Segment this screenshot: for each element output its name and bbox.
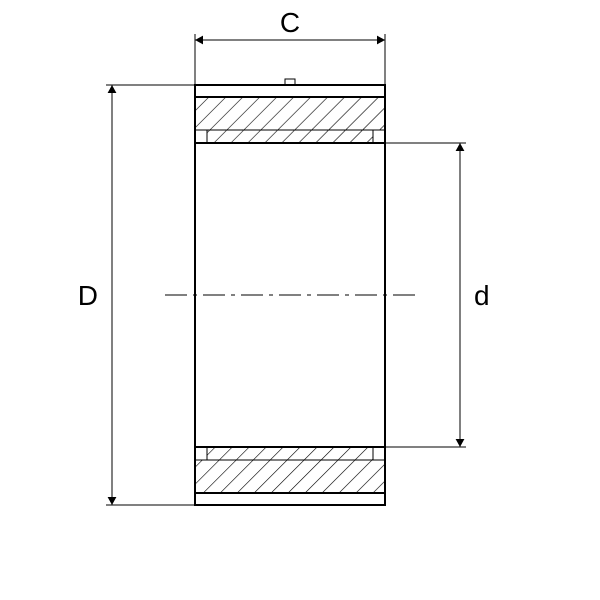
dim-label-c: C [280,7,300,38]
dim-label-d: d [474,280,490,311]
bearing-section-diagram: C Dd [0,0,600,600]
dim-label-D: D [78,280,98,311]
